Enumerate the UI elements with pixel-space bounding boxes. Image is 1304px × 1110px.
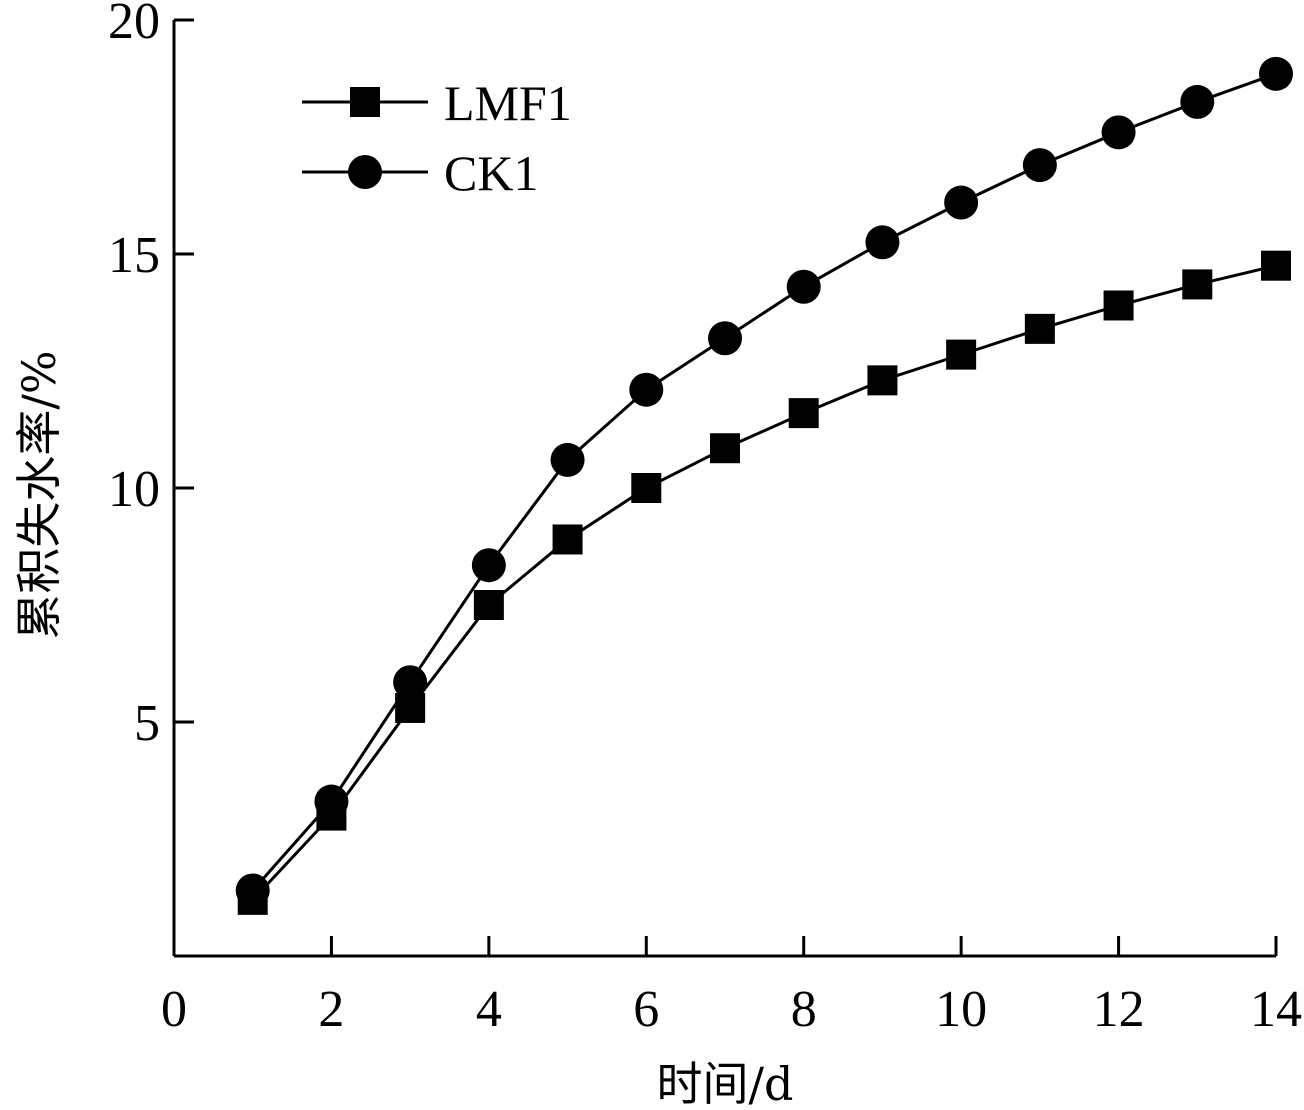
data-point-lmf1	[1103, 290, 1134, 321]
x-tick-label: 0	[161, 981, 187, 1038]
data-point-lmf1	[473, 590, 504, 620]
x-tick-label: 6	[633, 981, 659, 1038]
legend-marker-lmf1	[350, 87, 380, 117]
data-point-ck1	[865, 225, 900, 260]
data-point-ck1	[786, 269, 821, 304]
y-axis-title: 累积失水率/%	[12, 350, 66, 639]
x-axis-title: 时间/d	[657, 1057, 794, 1110]
x-tick-label: 2	[318, 981, 344, 1038]
series-layer	[235, 56, 1293, 915]
legend: LMF1 CK1	[302, 75, 572, 201]
series-lmf1	[237, 250, 1291, 915]
data-point-lmf1	[946, 339, 977, 370]
data-point-lmf1	[1261, 250, 1291, 281]
x-tick-label: 4	[476, 981, 502, 1038]
x-tick-label: 10	[935, 981, 987, 1038]
data-point-lmf1	[631, 473, 662, 503]
legend-marker-ck1	[348, 155, 382, 189]
data-point-lmf1	[552, 524, 583, 555]
data-point-ck1	[1259, 56, 1293, 91]
x-tick-label: 8	[791, 981, 817, 1038]
data-point-lmf1	[788, 398, 819, 429]
data-point-lmf1	[316, 800, 347, 831]
data-point-ck1	[1180, 84, 1215, 119]
data-point-ck1	[471, 548, 506, 583]
data-point-lmf1	[237, 884, 268, 915]
legend-item-ck1: CK1	[302, 145, 538, 201]
data-point-ck1	[629, 372, 664, 407]
data-point-ck1	[708, 321, 742, 356]
legend-item-lmf1: LMF1	[302, 75, 572, 131]
y-tick-label: 10	[108, 461, 160, 518]
data-point-lmf1	[710, 433, 740, 464]
series-line-lmf1	[251, 264, 1277, 901]
series-ck1	[235, 56, 1293, 908]
data-point-ck1	[550, 442, 585, 477]
y-tick-label: 15	[108, 227, 160, 284]
series-line-ck1	[251, 72, 1277, 892]
data-point-ck1	[1022, 148, 1057, 183]
y-tick-label: 20	[108, 0, 160, 50]
data-point-lmf1	[395, 692, 426, 723]
x-tick-label: 14	[1250, 981, 1302, 1038]
data-point-lmf1	[1182, 269, 1213, 300]
y-tick-label: 5	[134, 695, 160, 752]
legend-label-ck1: CK1	[444, 145, 538, 201]
data-point-lmf1	[867, 365, 898, 396]
axes: 0 2 4 6 8 10 12 14 5 10 15 20	[108, 0, 1302, 1038]
x-tick-label: 12	[1093, 981, 1145, 1038]
data-point-ck1	[1101, 115, 1136, 150]
data-point-ck1	[393, 665, 428, 700]
data-point-lmf1	[1024, 313, 1055, 344]
legend-label-lmf1: LMF1	[444, 75, 572, 131]
data-point-ck1	[944, 185, 979, 220]
